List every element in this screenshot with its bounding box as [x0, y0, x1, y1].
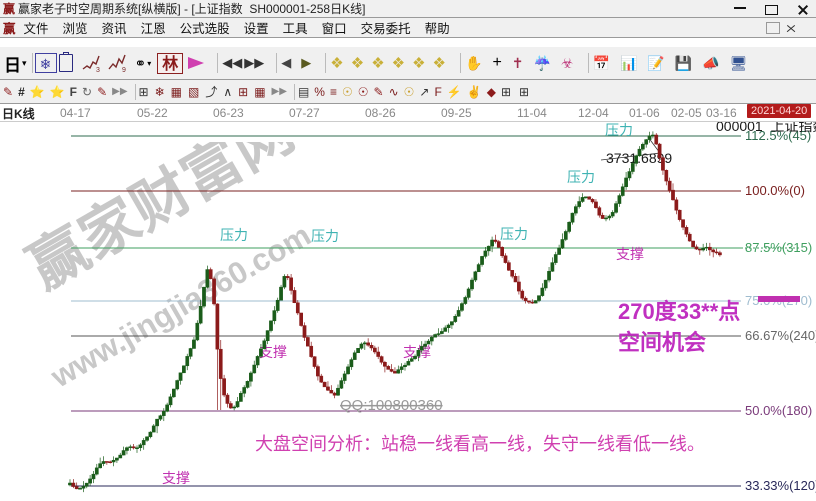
svg-text:支撑: 支撑	[616, 246, 644, 262]
svg-text:270度33**点: 270度33**点	[618, 299, 740, 324]
svg-text:压力: 压力	[220, 227, 248, 243]
svg-text:支撑: 支撑	[162, 470, 190, 486]
svg-text:000001 上证指数: 000001 上证指数	[716, 122, 816, 134]
svg-text:33.33%(120): 33.33%(120)	[745, 478, 816, 493]
svg-text:50.0%(180): 50.0%(180)	[745, 403, 812, 418]
svg-text:大盘空间分析：站稳一线看高一线，失守一线看低一线。: 大盘空间分析：站稳一线看高一线，失守一线看低一线。	[255, 434, 705, 454]
svg-text:87.5%(315): 87.5%(315)	[745, 240, 812, 255]
svg-text:压力: 压力	[605, 122, 633, 138]
svg-text:100.0%(0): 100.0%(0)	[745, 183, 805, 198]
svg-text:空间机会: 空间机会	[618, 330, 706, 355]
svg-text:QQ:100800360: QQ:100800360	[340, 397, 443, 414]
svg-text:压力: 压力	[567, 169, 595, 185]
svg-text:9: 9	[122, 67, 126, 73]
svg-text:压力: 压力	[311, 228, 339, 244]
svg-text:压力: 压力	[500, 226, 528, 242]
svg-text:66.67%(240): 66.67%(240)	[745, 328, 816, 343]
svg-text:3: 3	[96, 67, 100, 73]
